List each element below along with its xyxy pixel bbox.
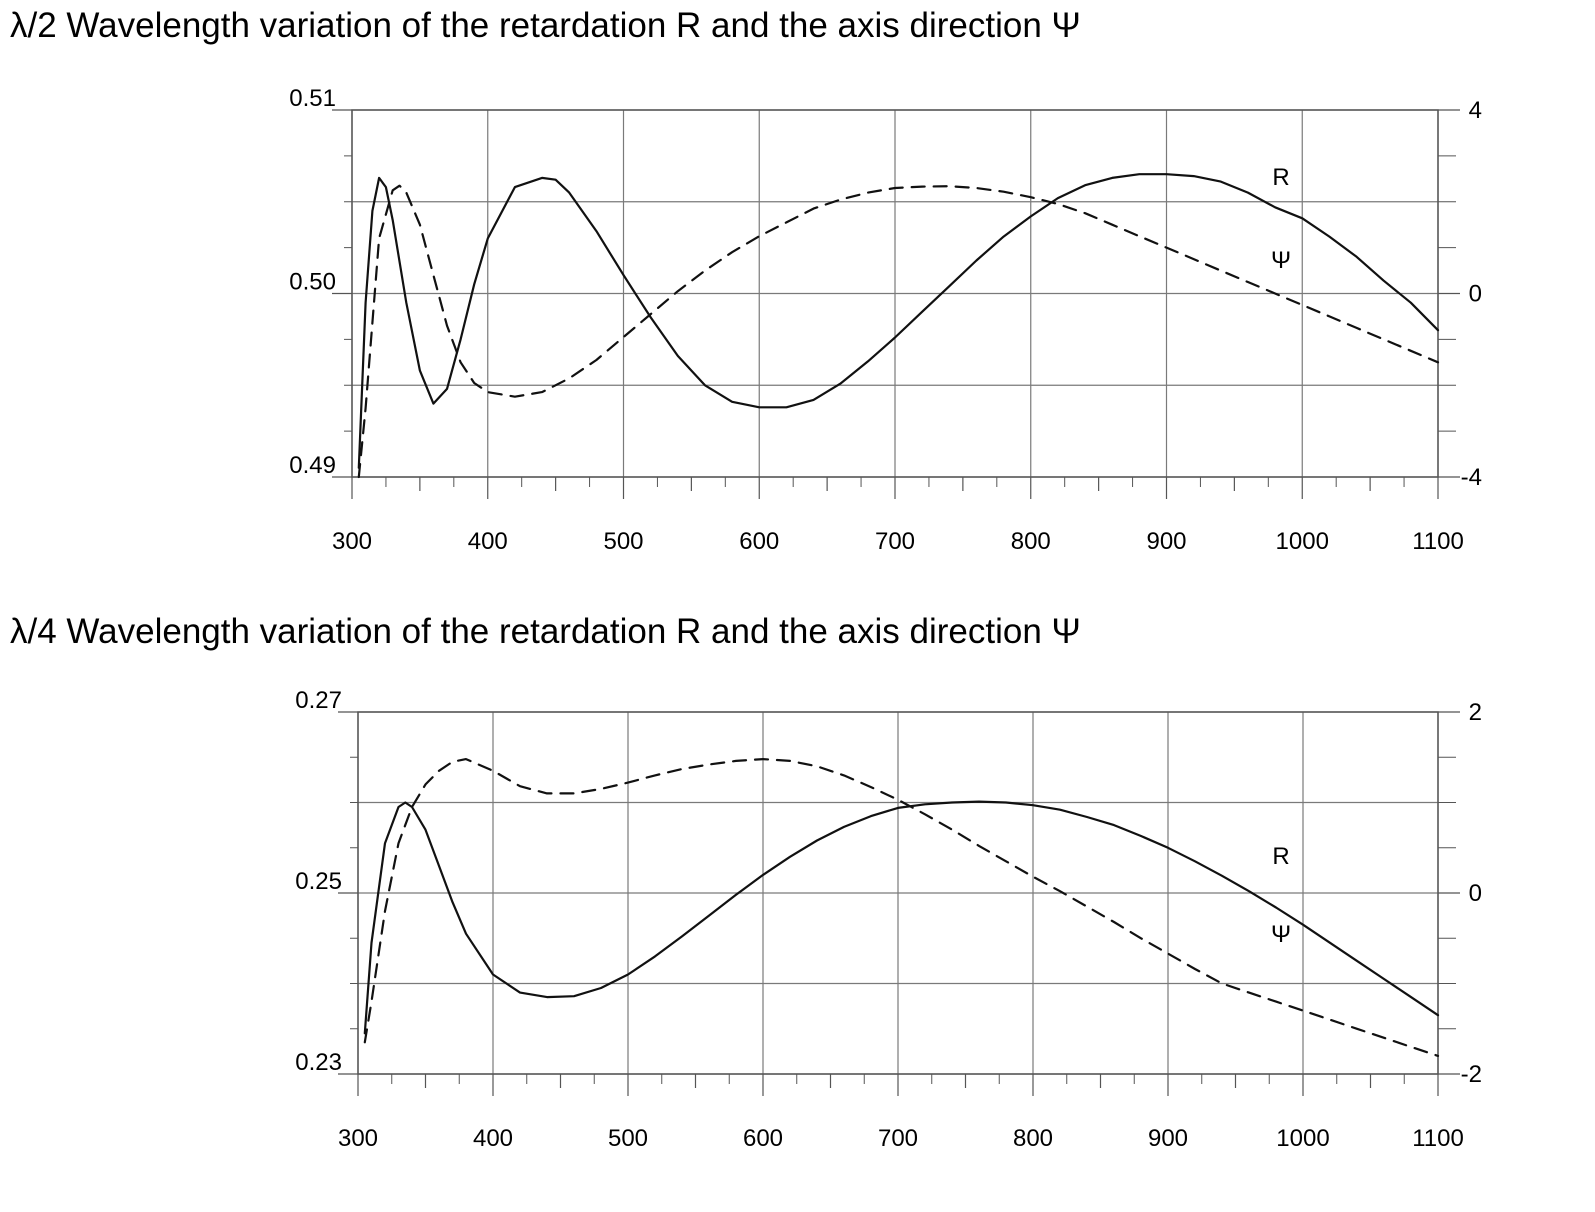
y-tick-label: 0.50 <box>289 269 336 296</box>
x-tick-label: 1000 <box>1276 1125 1329 1152</box>
chart-2-title: λ/4 Wavelength variation of the retardat… <box>10 612 1081 651</box>
y-tick-label: 0.51 <box>289 85 336 112</box>
series-r-label: R <box>1272 843 1289 870</box>
x-tick-label: 800 <box>1011 528 1051 555</box>
x-tick-label: 900 <box>1146 528 1186 555</box>
series-psi-line <box>363 758 1440 1057</box>
y2-tick-label: -4 <box>1461 464 1482 491</box>
x-tick-label: 300 <box>332 528 372 555</box>
x-tick-label: 500 <box>608 1125 648 1152</box>
series-r-line <box>357 173 1440 469</box>
chart-1-title: λ/2 Wavelength variation of the retardat… <box>10 6 1081 45</box>
series-r-label: R <box>1272 164 1289 191</box>
y2-tick-label: 2 <box>1469 699 1482 726</box>
x-tick-label: 600 <box>743 1125 783 1152</box>
y2-tick-label: 0 <box>1469 281 1482 308</box>
y-tick-label: 0.25 <box>295 868 342 895</box>
x-tick-label: 700 <box>878 1125 918 1152</box>
x-tick-label: 800 <box>1013 1125 1053 1152</box>
x-tick-label: 1100 <box>1412 528 1464 555</box>
series-psi-label: Ψ <box>1271 921 1291 948</box>
series-r-line <box>363 800 1440 1035</box>
chart-1-lambda-half: 0.51 0.50 0.49 4 0 -4 300 400 500 600 700 800 900 100… <box>289 85 1482 555</box>
y-tick-label: 0.27 <box>295 687 342 714</box>
x-tick-label: 700 <box>875 528 915 555</box>
x-tick-label: 500 <box>603 528 643 555</box>
y-tick-label: 0.49 <box>289 452 336 479</box>
x-tick-label: 1100 <box>1412 1125 1464 1152</box>
y2-tick-label: 4 <box>1469 97 1482 124</box>
chart-2-lambda-quarter: 0.27 0.25 0.23 2 0 -2 300 400 500 600 700 800 900 100… <box>295 687 1482 1152</box>
x-tick-label: 600 <box>739 528 779 555</box>
x-tick-label: 400 <box>473 1125 513 1152</box>
y2-tick-label: 0 <box>1469 880 1482 907</box>
y-tick-label: 0.23 <box>295 1049 342 1076</box>
x-tick-label: 900 <box>1148 1125 1188 1152</box>
series-psi-line <box>357 184 1440 479</box>
y2-tick-label: -2 <box>1461 1061 1482 1088</box>
x-tick-label: 400 <box>468 528 508 555</box>
series-psi-label: Ψ <box>1271 247 1291 274</box>
x-tick-label: 300 <box>338 1125 378 1152</box>
x-tick-label: 1000 <box>1276 528 1329 555</box>
